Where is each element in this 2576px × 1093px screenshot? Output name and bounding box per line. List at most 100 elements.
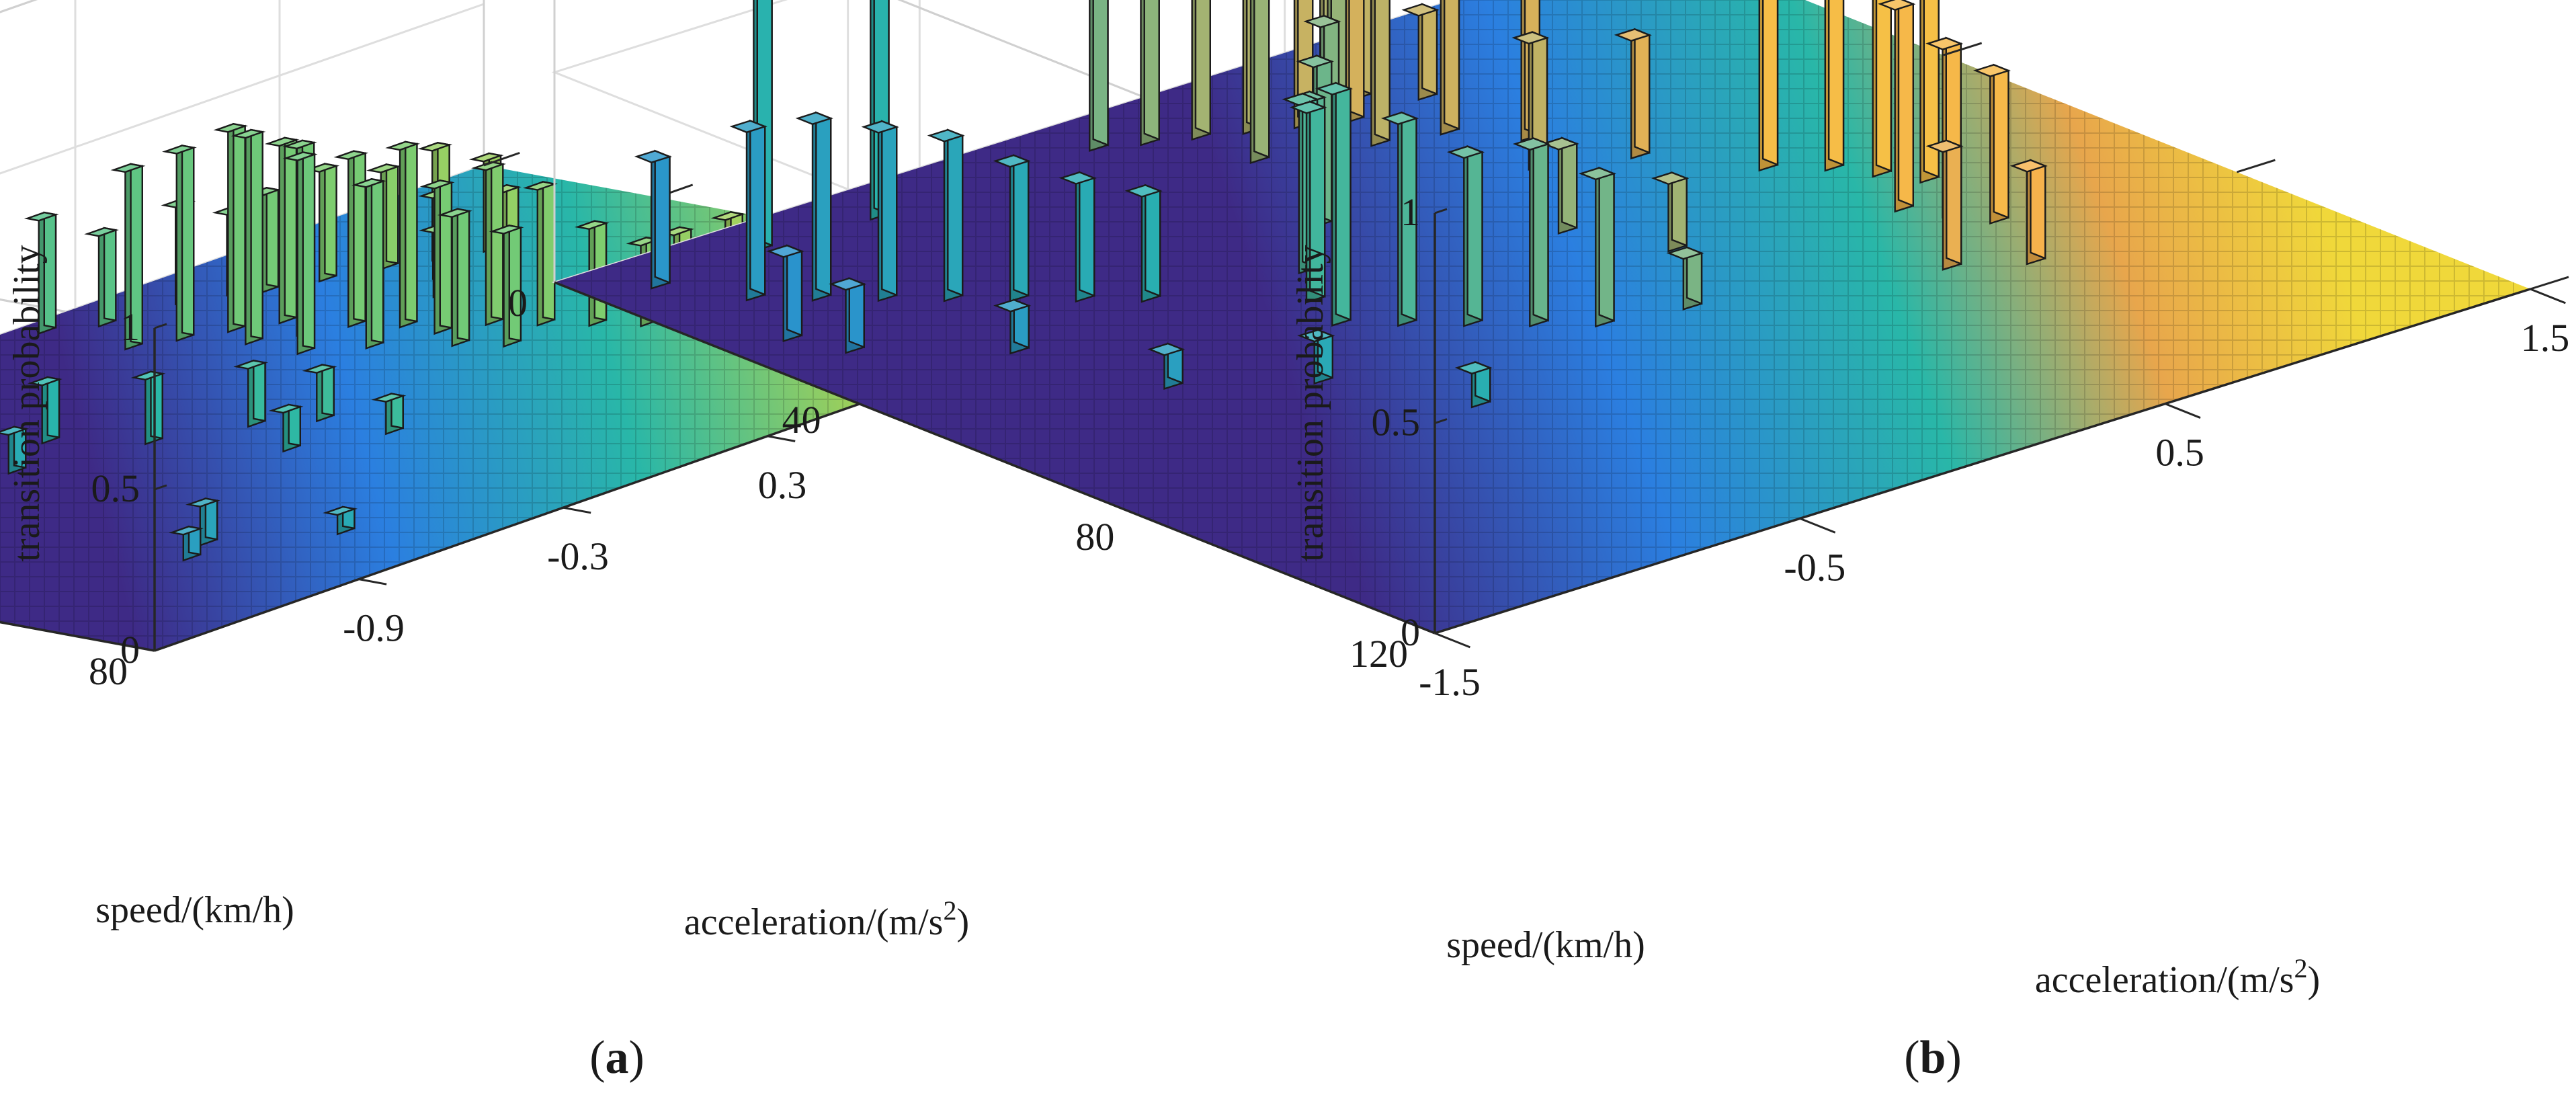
panel-a-caption-close: ) (629, 1032, 645, 1084)
bar (302, 364, 337, 423)
bar-top (110, 163, 146, 173)
bar (795, 111, 833, 302)
bar-face (2030, 159, 2046, 260)
bar-top (795, 112, 833, 125)
bar-top (169, 526, 204, 536)
y-tick-label: 0.5 (2155, 431, 2204, 475)
bar-face (542, 181, 556, 321)
bar-top (634, 150, 673, 163)
bar-top (710, 211, 746, 221)
panel-b-caption-open: ( (1904, 1032, 1919, 1084)
bar-face (1993, 63, 2009, 219)
y-axis-label-sup: 2 (2294, 953, 2307, 983)
bar (1512, 136, 1551, 327)
y-tick-mark (2165, 403, 2201, 419)
bar-top (1124, 184, 1163, 198)
x-tick-label: 0 (508, 281, 528, 325)
bar (24, 211, 59, 335)
panel-a-caption-letter: a (606, 1032, 629, 1084)
bar-face (1348, 0, 1365, 118)
y-tick-mark (2530, 288, 2566, 305)
bar-top (1878, 0, 1916, 11)
bar (1758, 0, 1779, 172)
z-tick-label: 0 (1401, 610, 1420, 654)
bar (1191, 0, 1212, 141)
bar (829, 277, 867, 354)
x-tick-label: 40 (782, 398, 821, 442)
x-axis-label: speed/(km/h) (95, 889, 294, 931)
bar-top (437, 208, 472, 218)
bar-face (233, 122, 246, 327)
x-tick-mark (2236, 159, 2276, 173)
y-axis-label-close: ) (2307, 959, 2320, 1001)
bar-top (185, 497, 220, 508)
bar (1446, 145, 1485, 327)
x-tick-label: 80 (1075, 515, 1114, 559)
bar (1878, 0, 1916, 213)
bar (1315, 81, 1354, 327)
bar-top (84, 227, 119, 237)
z-tick-label: 0.5 (1372, 401, 1421, 444)
bar (766, 244, 804, 343)
bar-face (1079, 171, 1095, 297)
y-tick-label: 0.3 (758, 463, 807, 507)
y-tick-label: 1.5 (2521, 316, 2570, 360)
bar-face (1092, 0, 1109, 147)
y-tick-label: -0.5 (1784, 545, 1845, 589)
y-axis-label-main: acceleration/(m/s (684, 901, 944, 943)
bar-face (1145, 184, 1161, 298)
bar-top (323, 505, 358, 516)
bar-top (468, 152, 504, 163)
z-tick-label: 1 (120, 305, 140, 349)
bar (231, 128, 266, 346)
bar-face (491, 161, 504, 321)
y-tick-label: -0.9 (343, 606, 405, 650)
bar-top (417, 142, 453, 152)
bar-top (302, 364, 337, 374)
y-tick-mark (563, 506, 591, 514)
bar (1249, 0, 1270, 165)
z-tick-label: 1 (1401, 190, 1420, 234)
bar-face (786, 244, 803, 337)
bar-top (1446, 145, 1485, 159)
x-axis-label: speed/(km/h) (1446, 924, 1645, 966)
bar-top (993, 298, 1032, 313)
bar-top (1651, 171, 1690, 186)
bar (110, 163, 146, 351)
bar-top (233, 360, 269, 370)
bar (729, 119, 767, 302)
bar-face (302, 151, 316, 350)
panel-a-caption: (a) (589, 1032, 645, 1084)
bar (489, 224, 524, 348)
bar-top (268, 403, 304, 414)
bar-top (162, 145, 197, 155)
bar-face (253, 359, 266, 422)
y-axis-line (1434, 288, 2531, 635)
bar-top (1147, 342, 1186, 356)
bar (27, 376, 63, 445)
y-tick-mark (358, 578, 387, 585)
bar-top (282, 139, 317, 150)
y-axis-label-main: acceleration/(m/s (2035, 959, 2294, 1001)
bar-face (1335, 81, 1352, 321)
bar (1058, 171, 1097, 303)
bar-top (333, 150, 369, 161)
bar-top (1541, 136, 1579, 151)
bar (1541, 136, 1579, 235)
bar (1511, 30, 1550, 171)
bar-face (1374, 0, 1390, 142)
bar (1440, 0, 1460, 136)
bar-face (321, 364, 335, 417)
bar-face (881, 120, 898, 296)
bar (437, 208, 472, 348)
bar (1124, 184, 1163, 303)
bar (1147, 342, 1186, 391)
x-tick-mark (1943, 42, 1983, 56)
bar-top (574, 220, 610, 231)
bar (282, 151, 318, 356)
bar-face (1671, 171, 1688, 247)
bar-face (456, 208, 470, 341)
bar-face (1875, 0, 1893, 173)
bar-top (1614, 28, 1652, 42)
bar (323, 505, 358, 536)
